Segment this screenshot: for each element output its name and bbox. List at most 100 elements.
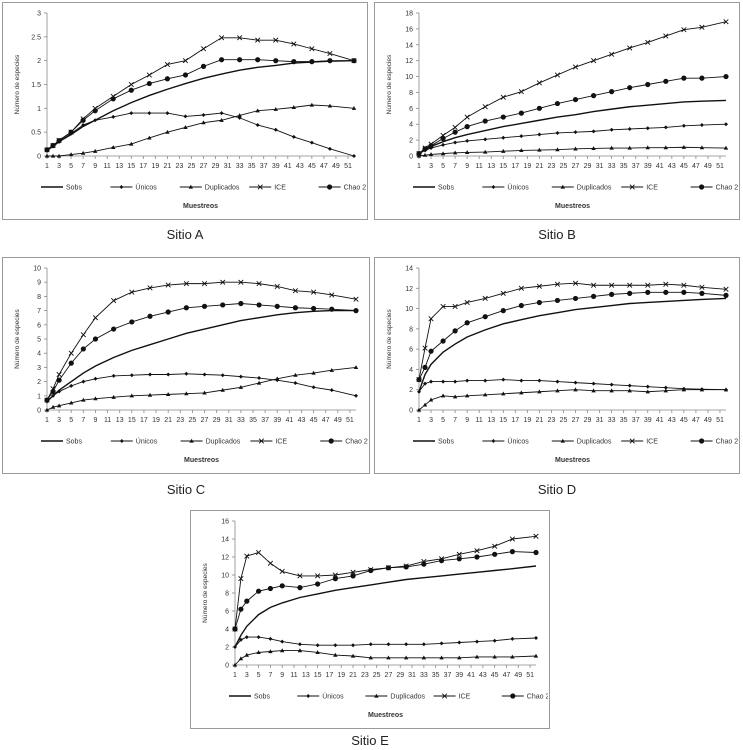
x-tick-label: 25 bbox=[560, 163, 568, 170]
legend-item: ICE bbox=[433, 693, 471, 701]
data-point bbox=[244, 652, 250, 657]
data-point bbox=[403, 564, 409, 570]
legend-item: Únicos bbox=[110, 183, 157, 192]
data-point bbox=[147, 313, 153, 319]
data-point bbox=[663, 125, 668, 130]
data-point bbox=[297, 573, 303, 579]
x-tick-label: 17 bbox=[139, 163, 147, 170]
x-tick-label: 17 bbox=[511, 163, 519, 170]
legend-label: Únicos bbox=[135, 183, 157, 192]
data-point bbox=[256, 302, 262, 308]
data-point bbox=[723, 73, 729, 80]
series-line bbox=[46, 112, 355, 157]
data-point bbox=[385, 565, 392, 571]
data-point bbox=[453, 379, 458, 384]
data-point bbox=[452, 328, 458, 334]
x-tick-label: 43 bbox=[298, 417, 306, 424]
legend-label: ICE bbox=[275, 439, 287, 446]
series-line bbox=[46, 373, 357, 402]
series-duplicados bbox=[416, 144, 729, 158]
legend-marker bbox=[441, 693, 448, 699]
y-tick-label: 18 bbox=[405, 11, 413, 18]
legend-item: Únicos bbox=[297, 692, 344, 701]
y-axis-label: Número de especies bbox=[14, 308, 21, 368]
y-tick-label: 2 bbox=[37, 58, 41, 65]
legend-item: Chao 2 bbox=[690, 184, 738, 192]
data-point bbox=[279, 583, 285, 589]
data-point bbox=[423, 381, 428, 386]
data-point bbox=[146, 80, 152, 87]
x-tick-label: 37 bbox=[261, 417, 269, 424]
data-point bbox=[68, 129, 74, 135]
data-point bbox=[244, 553, 250, 559]
data-point bbox=[439, 655, 444, 660]
data-point bbox=[534, 636, 538, 640]
y-tick-label: 4 bbox=[225, 627, 229, 634]
data-point bbox=[554, 297, 561, 304]
data-point bbox=[128, 87, 134, 93]
x-tick-label: 1 bbox=[45, 417, 49, 424]
x-tick-label: 21 bbox=[535, 417, 543, 424]
legend-label: Sobs bbox=[438, 185, 454, 192]
x-tick-label: 47 bbox=[692, 417, 700, 424]
x-tick-label: 5 bbox=[69, 163, 73, 170]
data-point bbox=[482, 104, 488, 110]
data-point bbox=[68, 360, 74, 366]
data-point bbox=[429, 379, 434, 384]
data-point bbox=[483, 137, 488, 142]
data-point bbox=[573, 387, 578, 392]
legend-label: Duplicados bbox=[390, 694, 425, 701]
x-tick-label: 29 bbox=[584, 417, 592, 424]
x-tick-label: 43 bbox=[668, 163, 676, 170]
data-point bbox=[509, 536, 516, 542]
legend-label: Duplicados bbox=[577, 185, 612, 192]
series-duplicados bbox=[416, 387, 729, 412]
y-tick-label: 10 bbox=[405, 306, 413, 313]
data-point bbox=[147, 285, 153, 291]
x-tick-label: 27 bbox=[572, 417, 580, 424]
data-point bbox=[699, 290, 705, 296]
x-tick-label: 41 bbox=[656, 163, 664, 170]
data-point bbox=[238, 279, 244, 285]
data-point bbox=[416, 376, 422, 383]
x-tick-label: 51 bbox=[346, 417, 354, 424]
data-point bbox=[590, 293, 597, 299]
x-tick-label: 41 bbox=[285, 417, 293, 424]
data-point bbox=[310, 289, 317, 295]
x-tick-label: 3 bbox=[429, 417, 433, 424]
x-tick-label: 19 bbox=[337, 672, 345, 679]
data-point bbox=[81, 397, 86, 402]
data-point bbox=[403, 655, 409, 660]
legend-marker bbox=[306, 694, 311, 698]
x-tick-label: 31 bbox=[596, 163, 604, 170]
series-line bbox=[418, 389, 726, 411]
data-point bbox=[80, 346, 86, 352]
x-tick-label: 9 bbox=[465, 163, 469, 170]
y-tick-label: 8 bbox=[409, 90, 413, 97]
data-point bbox=[255, 108, 260, 113]
data-point bbox=[536, 283, 543, 289]
data-point bbox=[273, 37, 279, 43]
data-point bbox=[129, 373, 134, 378]
legend-marker bbox=[560, 438, 565, 443]
series-line bbox=[46, 37, 355, 151]
legend-item: Únicos bbox=[482, 183, 529, 192]
x-tick-label: 7 bbox=[453, 163, 457, 170]
data-point bbox=[482, 118, 488, 124]
data-point bbox=[386, 655, 391, 660]
legend-marker bbox=[119, 439, 124, 443]
data-point bbox=[452, 150, 458, 155]
x-axis-label: Muestreos bbox=[555, 203, 590, 210]
y-tick-label: 2.5 bbox=[31, 34, 41, 41]
legend-marker bbox=[510, 693, 516, 699]
series-sobs bbox=[46, 309, 356, 402]
x-tick-label: 43 bbox=[479, 672, 487, 679]
series-line bbox=[46, 366, 357, 411]
y-tick-label: 2 bbox=[409, 387, 413, 394]
data-point bbox=[554, 281, 561, 287]
legend-label: Chao 2 bbox=[527, 694, 548, 701]
data-point bbox=[256, 281, 262, 287]
data-point bbox=[609, 382, 614, 387]
